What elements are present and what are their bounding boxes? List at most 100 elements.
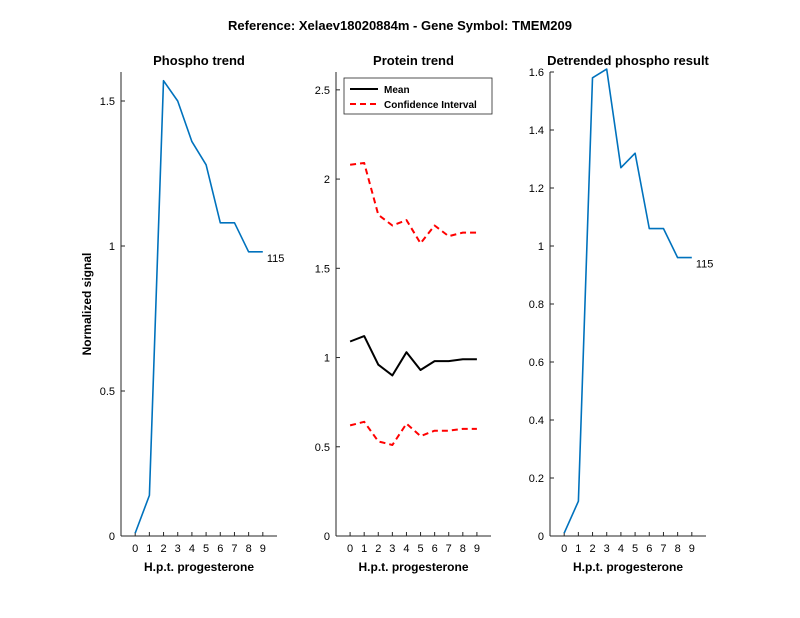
x-tick-label: 1 [575,543,581,555]
data-point [363,420,366,423]
x-tick-label: 8 [675,543,681,555]
figure-title: Reference: Xelaev18020884m - Gene Symbol… [228,18,572,33]
legend-box [343,77,493,115]
y-tick-label: 0.5 [315,442,330,454]
x-tick-label: 5 [632,543,638,555]
y-tick-label: 1.6 [529,67,544,79]
end-point-label: 115 [267,253,285,265]
data-point [577,500,580,503]
data-point [634,152,637,155]
data-point [619,166,622,169]
y-tick-label: 0 [324,531,330,543]
x-tick-label: 5 [417,543,423,555]
data-point [148,494,151,497]
x-tick-label: 2 [160,543,166,555]
y-tick-label: 2 [324,174,330,186]
data-point [205,163,208,166]
data-point [405,351,408,354]
data-point [475,427,478,430]
data-point [391,224,394,227]
x-tick-label: 0 [132,543,138,555]
chart-title: Phospho trend [153,53,245,68]
x-tick-label: 7 [231,543,237,555]
x-tick-label: 7 [446,543,452,555]
y-tick-label: 1.2 [529,183,544,195]
data-point [247,250,250,253]
y-axis-label: Normalized signal [80,253,94,356]
data-point [219,221,222,224]
x-tick-label: 2 [375,543,381,555]
data-point [563,532,566,535]
data-point [419,242,422,245]
y-tick-label: 1.5 [315,263,330,275]
mean-line [349,335,477,377]
ci-lower-line [349,420,477,446]
x-tick-label: 6 [646,543,652,555]
chart-title: Protein trend [373,53,454,68]
data-point [648,227,651,230]
y-tick-label: 1 [324,353,330,365]
data-point [419,369,422,372]
series-line [134,79,263,534]
data-point [261,250,264,253]
data-point [363,162,366,165]
data-point [349,163,352,166]
end-point-label: 115 [696,259,714,271]
x-axis-label: H.p.t. progesterone [144,560,254,574]
data-point [233,221,236,224]
x-tick-label: 6 [432,543,438,555]
x-axis-label: H.p.t. progesterone [358,560,468,574]
data-point [176,100,179,103]
x-tick-label: 9 [689,543,695,555]
y-tick-label: 1.4 [529,125,544,137]
data-point [134,532,137,535]
y-tick-label: 0 [538,531,544,543]
x-tick-label: 1 [361,543,367,555]
y-tick-label: 1 [538,241,544,253]
y-tick-label: 1.5 [100,96,115,108]
y-tick-label: 0.4 [529,415,544,427]
data-point [190,140,193,143]
data-point [690,256,693,259]
x-tick-label: 0 [347,543,353,555]
series-line [563,68,692,534]
data-point [405,422,408,425]
data-point [461,427,464,430]
data-point [363,335,366,338]
x-tick-label: 8 [246,543,252,555]
x-tick-label: 2 [589,543,595,555]
y-tick-label: 0.8 [529,299,544,311]
data-point [475,231,478,234]
data-point [461,358,464,361]
data-point [349,340,352,343]
data-point [419,435,422,438]
x-tick-label: 0 [561,543,567,555]
data-point [349,424,352,427]
y-tick-label: 0 [109,531,115,543]
data-point [676,256,679,259]
x-tick-label: 4 [189,543,195,555]
x-tick-label: 9 [474,543,480,555]
detrended-phospho-chart: 0 1 2 3 4 5 6 7 8 900.20.40.60.811.21.41.6Detrend… [529,53,714,574]
data-point [447,235,450,238]
data-point [377,363,380,366]
data-point [447,429,450,432]
chart-title: Detrended phospho result [547,53,709,68]
x-axis-label: H.p.t. progesterone [573,560,683,574]
x-tick-label: 4 [403,543,409,555]
data-point [433,429,436,432]
x-tick-label: 8 [460,543,466,555]
legend-mean-label: Mean [384,85,410,96]
data-point [447,360,450,363]
x-tick-label: 3 [604,543,610,555]
data-point [377,440,380,443]
x-tick-label: 7 [660,543,666,555]
ci-upper-line [349,162,477,245]
x-tick-label: 5 [203,543,209,555]
x-tick-label: 3 [175,543,181,555]
data-point [591,76,594,79]
data-point [162,79,165,82]
